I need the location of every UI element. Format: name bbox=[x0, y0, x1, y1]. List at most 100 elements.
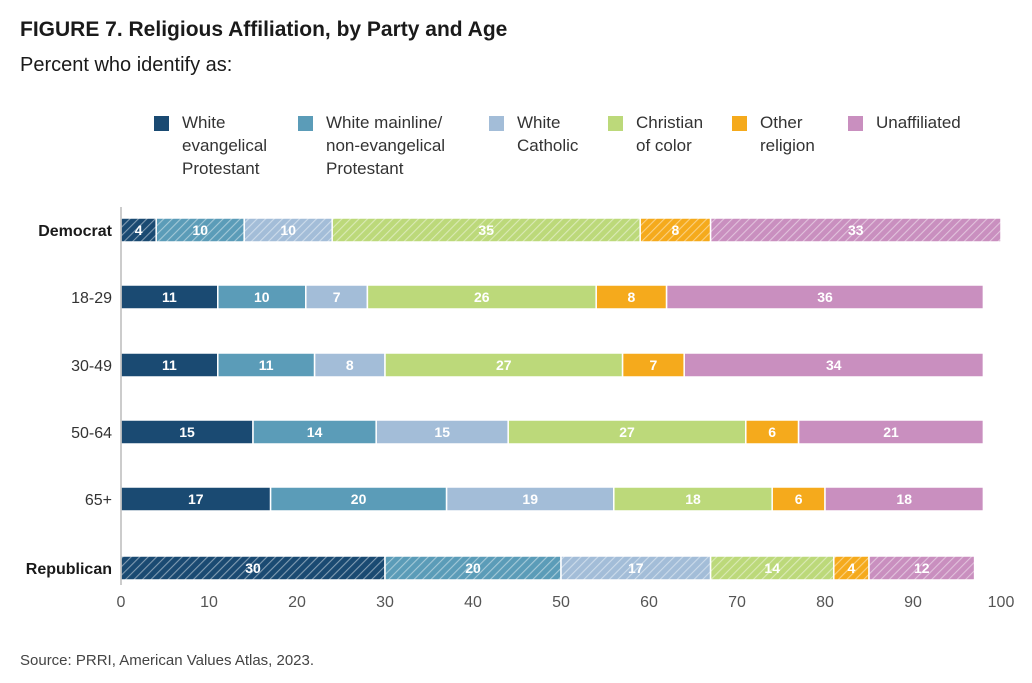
category-label: 18-29 bbox=[71, 290, 112, 307]
plot-area: Democrat 4 10 10 35 8 33 18-29 11 10 7 26 8 36 30-49 11… bbox=[26, 217, 1002, 581]
x-tick-label: 0 bbox=[117, 594, 126, 611]
chart-subtitle: Percent who identify as: bbox=[20, 54, 232, 76]
data-label: 30 bbox=[245, 560, 261, 576]
bar-segment-christian-of-color bbox=[613, 486, 773, 512]
bar-segment-unaffiliated bbox=[868, 555, 976, 581]
bar-segment-white-mainline-non-evangelical-protestant bbox=[155, 217, 245, 243]
bar-segment-white-evangelical-protestant bbox=[120, 555, 386, 581]
legend-label: White evangelical Protestant bbox=[182, 113, 267, 178]
data-label: 20 bbox=[351, 491, 367, 507]
bar-segment-other-religion bbox=[745, 419, 800, 445]
legend-swatch bbox=[154, 116, 169, 131]
data-label: 36 bbox=[817, 289, 833, 305]
category-label: 50-64 bbox=[71, 425, 112, 442]
bar-segment-white-catholic bbox=[243, 217, 333, 243]
x-tick-label: 80 bbox=[816, 594, 834, 611]
data-label: 21 bbox=[883, 424, 899, 440]
data-label: 18 bbox=[685, 491, 701, 507]
bar-row-65: 65+ 17 20 19 18 6 18 bbox=[85, 486, 985, 512]
bar-segment-white-catholic bbox=[445, 486, 615, 512]
data-label: 17 bbox=[628, 560, 644, 576]
data-label: 4 bbox=[848, 560, 856, 576]
data-label: 27 bbox=[619, 424, 635, 440]
bar-segment-white-evangelical-protestant bbox=[120, 352, 219, 378]
data-label: 33 bbox=[848, 222, 864, 238]
legend: White evangelical Protestant White mainline… bbox=[154, 113, 961, 178]
bar-segment-unaffiliated bbox=[683, 352, 985, 378]
bar-row-18-29: 18-29 11 10 7 26 8 36 bbox=[71, 284, 985, 310]
x-tick-label: 60 bbox=[640, 594, 658, 611]
data-label: 6 bbox=[768, 424, 776, 440]
data-label: 12 bbox=[914, 560, 930, 576]
x-tick-label: 10 bbox=[200, 594, 218, 611]
bar-segment-other-religion bbox=[621, 352, 685, 378]
bar-segment-unaffiliated bbox=[665, 284, 985, 310]
legend-item-white-catholic: White Catholic bbox=[489, 113, 579, 155]
data-label: 10 bbox=[192, 222, 208, 238]
legend-label: Christian of color bbox=[636, 113, 703, 155]
data-label: 35 bbox=[478, 222, 494, 238]
legend-swatch bbox=[608, 116, 623, 131]
data-label: 17 bbox=[188, 491, 204, 507]
bar-row-democrat: Democrat 4 10 10 35 8 33 bbox=[38, 217, 1002, 243]
bar-segment-unaffiliated bbox=[824, 486, 985, 512]
x-axis: 0 10 20 30 40 50 60 70 80 90 100 bbox=[117, 207, 1015, 611]
legend-label: Other religion bbox=[760, 113, 815, 155]
data-label: 20 bbox=[465, 560, 481, 576]
bar-row-50-64: 50-64 15 14 15 27 6 21 bbox=[71, 419, 985, 445]
bar-row-30-49: 30-49 11 11 8 27 7 34 bbox=[71, 352, 985, 378]
bar-segment-other-religion bbox=[771, 486, 826, 512]
bar-segment-white-mainline-non-evangelical-protestant bbox=[252, 419, 377, 445]
data-label: 11 bbox=[259, 357, 274, 373]
legend-swatch bbox=[298, 116, 313, 131]
bar-segment-white-evangelical-protestant bbox=[120, 419, 254, 445]
legend-swatch bbox=[732, 116, 747, 131]
bar-segment-unaffiliated bbox=[709, 217, 1002, 243]
data-label: 15 bbox=[179, 424, 195, 440]
data-label: 7 bbox=[650, 357, 658, 373]
data-label: 14 bbox=[764, 560, 780, 576]
legend-label: White mainline/non-evangelical Protestant bbox=[326, 113, 445, 178]
bar-segment-other-religion bbox=[833, 555, 870, 581]
x-tick-label: 30 bbox=[376, 594, 394, 611]
bar-row-republican: Republican 30 20 17 14 4 12 bbox=[26, 555, 976, 581]
data-label: 11 bbox=[162, 289, 177, 305]
bar-segment-white-mainline-non-evangelical-protestant bbox=[217, 352, 316, 378]
x-tick-label: 50 bbox=[552, 594, 570, 611]
x-tick-label: 100 bbox=[988, 594, 1015, 611]
x-tick-label: 90 bbox=[904, 594, 922, 611]
data-label: 19 bbox=[522, 491, 538, 507]
legend-item-white-mainline-non-evangelical-protestant: White mainline/non-evangelical Protestant bbox=[298, 113, 445, 178]
data-label: 4 bbox=[135, 222, 143, 238]
category-label: 65+ bbox=[85, 492, 112, 509]
data-label: 15 bbox=[434, 424, 450, 440]
legend-item-christian-of-color: Christian of color bbox=[608, 113, 703, 155]
data-label: 18 bbox=[896, 491, 912, 507]
bar-segment-white-catholic bbox=[305, 284, 369, 310]
data-label: 27 bbox=[496, 357, 512, 373]
bar-segment-christian-of-color bbox=[366, 284, 597, 310]
bar-segment-unaffiliated bbox=[797, 419, 985, 445]
legend-label: White Catholic bbox=[517, 113, 579, 155]
data-label: 34 bbox=[826, 357, 842, 373]
source-note: Source: PRRI, American Values Atlas, 202… bbox=[20, 652, 314, 669]
legend-label: Unaffiliated bbox=[876, 113, 961, 132]
data-label: 11 bbox=[162, 357, 177, 373]
data-label: 6 bbox=[795, 491, 803, 507]
data-label: 7 bbox=[333, 289, 341, 305]
category-label: Republican bbox=[26, 561, 112, 578]
data-label: 26 bbox=[474, 289, 490, 305]
bar-segment-christian-of-color bbox=[384, 352, 624, 378]
legend-swatch bbox=[848, 116, 863, 131]
x-tick-label: 20 bbox=[288, 594, 306, 611]
legend-item-white-evangelical-protestant: White evangelical Protestant bbox=[154, 113, 267, 178]
category-label: 30-49 bbox=[71, 358, 112, 375]
x-tick-label: 40 bbox=[464, 594, 482, 611]
bar-segment-white-catholic bbox=[375, 419, 509, 445]
legend-swatch bbox=[489, 116, 504, 131]
bar-segment-christian-of-color bbox=[709, 555, 835, 581]
legend-item-other-religion: Other religion bbox=[732, 113, 815, 155]
data-label: 14 bbox=[307, 424, 323, 440]
bar-segment-white-evangelical-protestant bbox=[120, 486, 272, 512]
